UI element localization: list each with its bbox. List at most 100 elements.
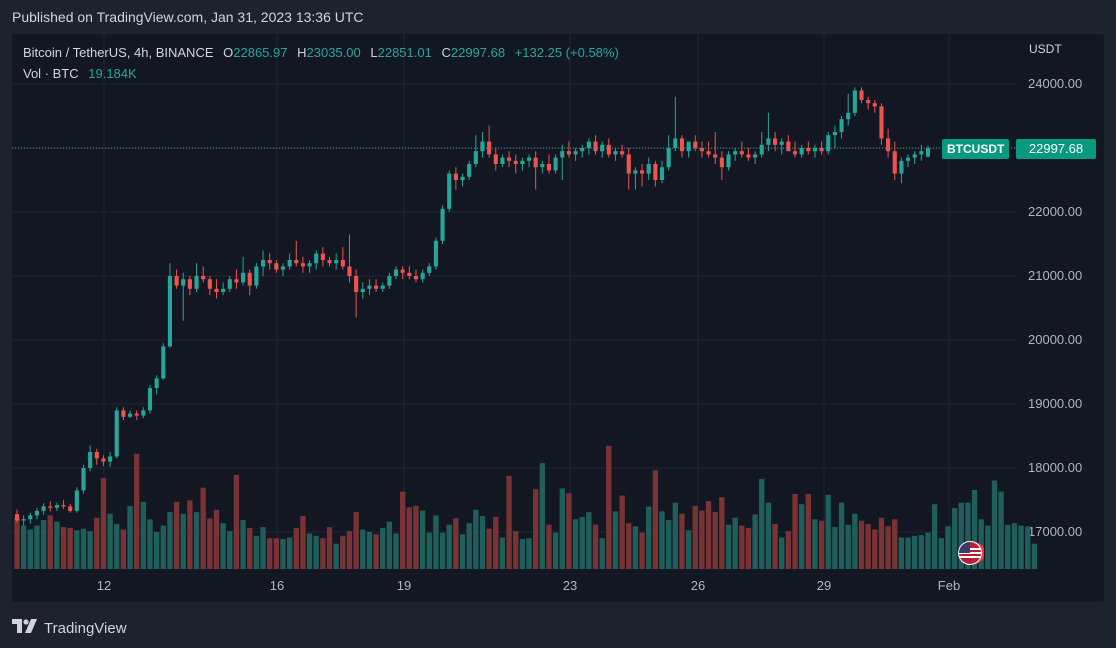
- candle-body: [194, 276, 199, 289]
- low-key: L: [370, 45, 378, 60]
- volume-bar: [785, 531, 792, 569]
- volume-bar: [606, 445, 612, 569]
- candle-body: [374, 285, 379, 289]
- candle-body: [367, 285, 372, 289]
- volume-bar: [566, 493, 572, 569]
- candle-body: [300, 263, 305, 267]
- volume-bar: [426, 532, 432, 569]
- volume-bar: [1025, 526, 1031, 569]
- candle-body: [866, 100, 871, 104]
- volume-bar: [759, 478, 765, 569]
- candle-body: [753, 154, 758, 158]
- candle-body: [254, 266, 259, 286]
- volume-bar: [586, 512, 592, 569]
- volume-bar: [646, 506, 652, 569]
- candle-body: [447, 173, 452, 209]
- symbol-title[interactable]: Bitcoin / TetherUS, 4h, BINANCE: [23, 45, 214, 60]
- volume-bar: [991, 480, 998, 569]
- volume-bar: [27, 529, 33, 569]
- candle-body: [706, 151, 711, 155]
- candle-body: [925, 148, 931, 157]
- candle-body: [786, 141, 791, 152]
- volume-bar: [313, 535, 319, 569]
- candle-body: [280, 266, 286, 270]
- change-value: +132.25 (+0.58%): [514, 45, 619, 60]
- volume-bar: [513, 531, 519, 569]
- volume-bar: [612, 511, 619, 569]
- currency-label[interactable]: USDT: [1029, 42, 1062, 56]
- candle-body: [21, 519, 26, 521]
- volume-bar: [659, 511, 665, 569]
- volume-bar: [153, 531, 160, 569]
- symbol-legend: Bitcoin / TetherUS, 4h, BINANCE O22865.9…: [23, 45, 619, 60]
- candle-body: [267, 260, 272, 264]
- volume-bar: [286, 537, 293, 569]
- candle-body: [620, 151, 625, 155]
- candle-body: [28, 515, 33, 520]
- open-key: O: [223, 45, 234, 60]
- price-tick-label: 18000.00: [1028, 460, 1082, 475]
- volume-label[interactable]: Vol · BTC: [23, 66, 79, 81]
- candle-body: [899, 160, 904, 174]
- candle-body: [420, 272, 425, 280]
- volume-bar: [306, 533, 313, 569]
- volume-bar: [666, 520, 672, 569]
- volume-bar: [400, 491, 406, 569]
- candle-body: [121, 410, 126, 417]
- volume-bar: [213, 509, 220, 569]
- date-tick-label: 19: [397, 578, 411, 593]
- price-tick-label: 19000.00: [1028, 396, 1082, 411]
- volume-bar: [326, 527, 333, 569]
- candle-body: [819, 148, 824, 152]
- volume-bar: [732, 517, 738, 569]
- volume-bar: [951, 508, 958, 569]
- volume-bar: [812, 519, 818, 569]
- volume-bar: [160, 525, 166, 569]
- candle-body: [34, 510, 40, 516]
- candle-body: [48, 506, 53, 508]
- volume-bar: [373, 534, 379, 569]
- volume-bar: [918, 535, 925, 569]
- volume-bar: [852, 513, 858, 569]
- candle-body: [812, 148, 818, 152]
- candle-body: [154, 378, 159, 388]
- volume-bar: [260, 527, 266, 569]
- candle-body: [427, 266, 432, 273]
- volume-bar: [380, 527, 386, 569]
- volume-bar: [413, 505, 419, 569]
- volume-bar: [134, 453, 140, 569]
- candle-body: [201, 276, 206, 280]
- volume-bar: [572, 519, 579, 569]
- tradingview-logo-icon[interactable]: [12, 618, 38, 638]
- volume-bar: [779, 537, 785, 569]
- candle-body: [141, 410, 146, 416]
- volume-bar: [94, 517, 100, 569]
- price-tick-label: 17000.00: [1028, 524, 1082, 539]
- price-chart[interactable]: 24000.0023000.0022000.0021000.0020000.00…: [12, 34, 1104, 602]
- candle-body: [81, 468, 86, 491]
- candle-body: [679, 138, 685, 152]
- candle-body: [713, 154, 718, 158]
- volume-bar: [719, 497, 725, 569]
- candle-body: [101, 458, 106, 462]
- candle-body: [493, 154, 498, 164]
- candle-body: [347, 266, 352, 276]
- open-value: 22865.97: [233, 45, 288, 60]
- candle-body: [360, 288, 365, 292]
- volume-bar: [579, 516, 585, 569]
- volume-bar: [838, 502, 845, 569]
- volume-bar: [346, 531, 353, 569]
- candle-body: [879, 106, 884, 139]
- candle-body: [633, 170, 638, 174]
- volume-bar: [592, 524, 599, 569]
- candle-body: [480, 141, 485, 152]
- volume-bar: [652, 470, 659, 569]
- volume-value: 19.184K: [88, 66, 137, 81]
- us-flag-icon[interactable]: [956, 539, 985, 567]
- published-info: Published on TradingView.com, Jan 31, 20…: [12, 9, 364, 25]
- brand-name[interactable]: TradingView: [44, 619, 127, 637]
- volume-bar: [626, 523, 632, 569]
- volume-bar: [872, 529, 878, 569]
- chart-panel[interactable]: 24000.0023000.0022000.0021000.0020000.00…: [12, 34, 1104, 602]
- date-tick-label: Feb: [938, 578, 960, 593]
